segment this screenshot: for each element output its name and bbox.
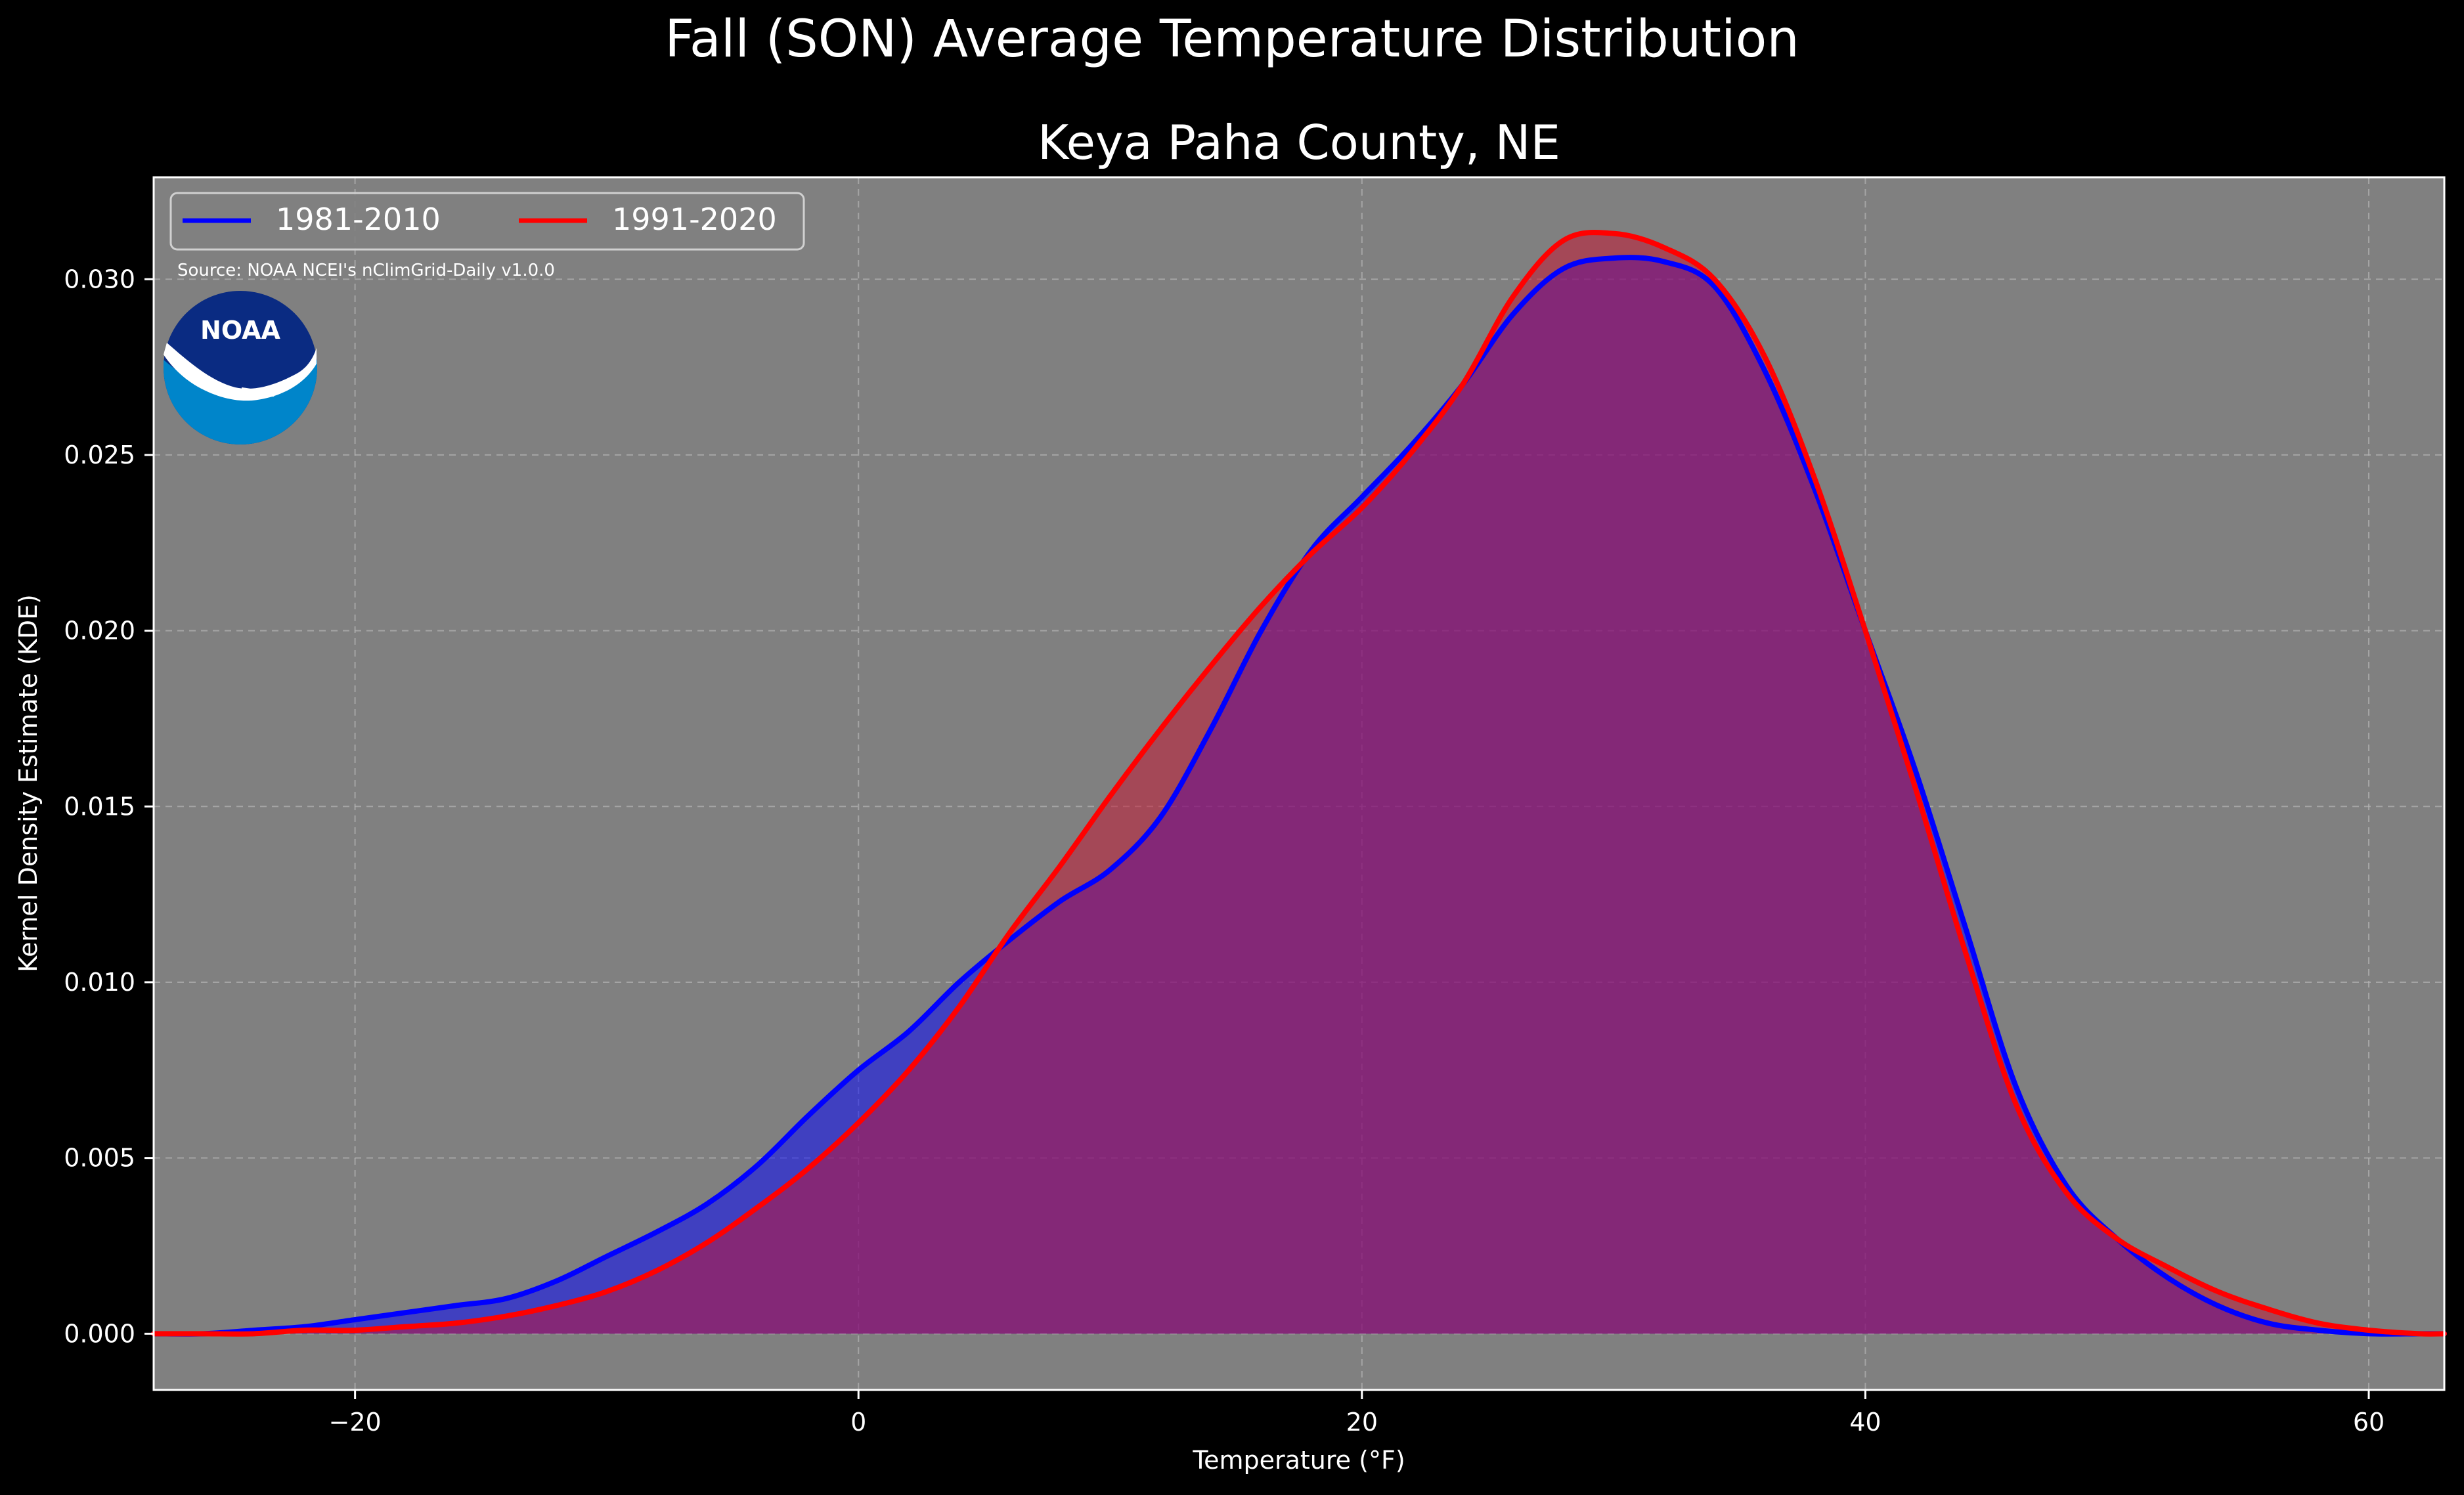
- noaa-logo-icon: NOAA: [164, 291, 317, 444]
- logo-gull-head: [242, 387, 275, 401]
- x-tick-label: 60: [2353, 1408, 2385, 1437]
- legend: 1981-2010 1991-2020: [169, 192, 805, 251]
- logo-lower-light: [164, 360, 317, 444]
- y-tick-label: 0.030: [64, 265, 135, 293]
- series-line-1981-2010: [151, 255, 2447, 1337]
- y-tick-label: 0.000: [64, 1319, 135, 1348]
- y-tick-label: 0.010: [64, 968, 135, 997]
- x-tick-label: 0: [850, 1408, 866, 1437]
- logo-text: NOAA: [200, 316, 280, 345]
- chart-title: Fall (SON) Average Temperature Distribut…: [665, 10, 1799, 69]
- series-area-1991-2020: [154, 232, 2444, 1334]
- x-tick-labels: −20 0 20 40 60: [329, 1408, 2385, 1437]
- series-layer: [151, 230, 2447, 1337]
- y-tick-labels: 0.000 0.005 0.010 0.015 0.020 0.025 0.030: [64, 265, 135, 1348]
- chart-subtitle: Keya Paha County, NE: [1038, 115, 1560, 170]
- legend-box: [169, 192, 805, 251]
- logo-gull: [164, 343, 317, 401]
- x-axis-label: Temperature (°F): [1192, 1446, 1405, 1475]
- y-tick-label: 0.025: [64, 441, 135, 469]
- y-axis-label: Kernel Density Estimate (KDE): [14, 594, 43, 972]
- legend-label-1991-2020: 1991-2020: [612, 202, 777, 237]
- x-tick-label: 20: [1346, 1408, 1378, 1437]
- series-line-1991-2020: [151, 230, 2447, 1337]
- legend-label-1981-2010: 1981-2010: [276, 202, 441, 237]
- x-tick-label: 40: [1849, 1408, 1881, 1437]
- y-tick-label: 0.005: [64, 1144, 135, 1173]
- axes: [144, 278, 2370, 1399]
- plot-frame: [152, 176, 2446, 1391]
- y-tick-label: 0.020: [64, 617, 135, 645]
- source-note: Source: NOAA NCEI's nClimGrid-Daily v1.0…: [177, 261, 555, 280]
- x-tick-label: −20: [329, 1408, 382, 1437]
- plot-area: [144, 176, 2447, 1399]
- y-tick-label: 0.015: [64, 792, 135, 821]
